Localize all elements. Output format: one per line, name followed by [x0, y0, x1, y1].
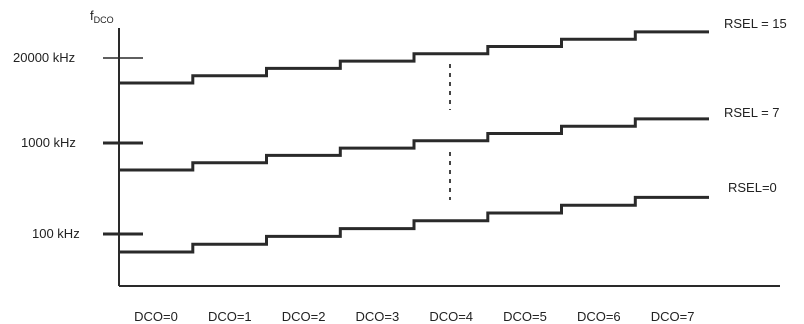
x-tick-labels: DCO=0 DCO=1 DCO=2 DCO=3 DCO=4 DCO=5 DCO=6 DCO=7: [134, 309, 694, 324]
x-tick-label: DCO=0: [134, 309, 178, 324]
x-tick-label: DCO=6: [577, 309, 621, 324]
x-tick-label: DCO=2: [282, 309, 326, 324]
step-curves: [119, 30, 709, 254]
series-line: [119, 30, 709, 85]
x-tick-label: DCO=1: [208, 309, 252, 324]
series-line: [119, 195, 709, 254]
y-tick-label: 100 kHz: [32, 226, 80, 241]
x-tick-label: DCO=5: [503, 309, 547, 324]
x-tick-label: DCO=3: [356, 309, 400, 324]
y-tick-label: 1000 kHz: [21, 135, 76, 150]
x-tick-label: DCO=4: [429, 309, 473, 324]
y-axis-label: fDCO: [90, 8, 114, 25]
y-tick-label: 20000 kHz: [13, 50, 75, 65]
series-label-rsel15: RSEL = 15: [724, 16, 787, 31]
series-label-rsel7: RSEL = 7: [724, 105, 780, 120]
series-line: [119, 117, 709, 172]
x-tick-label: DCO=7: [651, 309, 695, 324]
series-label-rsel0: RSEL=0: [728, 180, 777, 195]
